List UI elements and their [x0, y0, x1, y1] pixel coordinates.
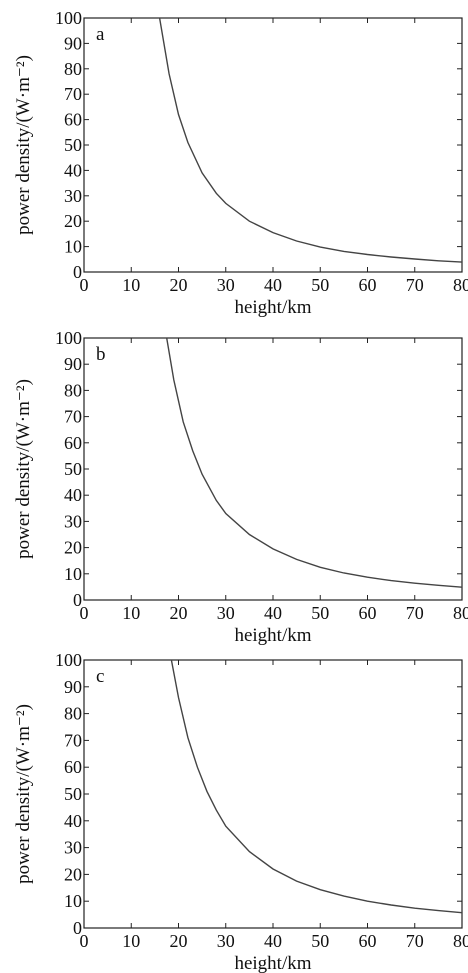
panel-label: c [96, 666, 104, 687]
x-axis-title: height/km [234, 953, 311, 973]
x-axis-title: height/km [234, 297, 311, 318]
y-axis-title: power density/(W·m⁻²) [13, 379, 34, 559]
x-tick-label: 50 [311, 931, 329, 951]
x-tick-label: 0 [80, 931, 89, 951]
x-tick-label: 60 [359, 275, 377, 295]
x-tick-label: 70 [406, 931, 424, 951]
x-tick-label: 30 [217, 275, 235, 295]
x-tick-label: 40 [264, 603, 282, 623]
y-tick-label: 100 [55, 328, 82, 348]
x-tick-label: 10 [122, 603, 140, 623]
x-tick-label: 20 [170, 603, 188, 623]
x-tick-label: 30 [217, 603, 235, 623]
y-tick-label: 80 [64, 59, 82, 79]
x-tick-label: 20 [170, 275, 188, 295]
series-line [166, 338, 462, 588]
y-tick-label: 0 [73, 590, 82, 610]
y-tick-label: 70 [64, 730, 82, 750]
x-tick-label: 50 [311, 603, 329, 623]
chart-panel-c: 0 10 20 30 40 50 60 70 80 90 100 0 10 20 30 40 50 60 70 80 h… [13, 650, 468, 973]
y-tick-label: 0 [73, 918, 82, 938]
x-tick-label: 60 [359, 603, 377, 623]
x-tick-label: 60 [359, 931, 377, 951]
y-tick-label: 100 [55, 650, 82, 670]
y-tick-label: 70 [64, 407, 82, 427]
panel-label: b [96, 344, 106, 365]
y-tick-label: 20 [64, 864, 82, 884]
y-tick-label: 10 [64, 237, 82, 257]
y-tick-label: 10 [64, 891, 82, 911]
y-tick-label: 90 [64, 33, 82, 53]
y-axis-title: power density/(W·m⁻²) [13, 55, 34, 235]
y-tick-label: 60 [64, 433, 82, 453]
y-tick-label: 80 [64, 380, 82, 400]
x-axis-title: height/km [234, 625, 311, 646]
x-tick-label: 0 [80, 275, 89, 295]
y-tick-label: 90 [64, 677, 82, 697]
x-tick-label: 70 [406, 603, 424, 623]
panel-label: a [96, 24, 105, 45]
y-tick-label: 30 [64, 511, 82, 531]
x-tick-label: 10 [122, 275, 140, 295]
x-tick-label: 40 [264, 931, 282, 951]
y-tick-label: 0 [73, 262, 82, 282]
y-tick-label: 20 [64, 211, 82, 231]
x-tick-label: 80 [453, 275, 468, 295]
y-tick-label: 50 [64, 459, 82, 479]
x-tick-label: 70 [406, 275, 424, 295]
y-tick-label: 10 [64, 564, 82, 584]
y-tick-label: 90 [64, 354, 82, 374]
y-tick-label: 30 [64, 186, 82, 206]
x-tick-label: 80 [453, 603, 468, 623]
y-tick-label: 30 [64, 838, 82, 858]
x-tick-label: 10 [122, 931, 140, 951]
plot-frame [83, 17, 463, 273]
y-axis-title: power density/(W·m⁻²) [13, 704, 34, 884]
y-tick-label: 40 [64, 485, 82, 505]
x-tick-label: 0 [80, 603, 89, 623]
chart-panel-b: 0 10 20 30 40 50 60 70 80 90 100 0 10 20 30 40 50 60 70 80 h… [13, 328, 468, 646]
series-line [158, 18, 462, 263]
x-tick-label: 40 [264, 275, 282, 295]
y-tick-label: 50 [64, 135, 82, 155]
y-tick-label: 40 [64, 160, 82, 180]
y-tick-label: 100 [55, 8, 82, 28]
y-tick-label: 50 [64, 784, 82, 804]
chart-panel-a: 0 10 20 30 40 50 60 70 80 90 100 0 10 20 30 40 50 60 70 80 h… [13, 8, 468, 318]
series-line [170, 660, 462, 914]
y-tick-label: 70 [64, 84, 82, 104]
x-tick-label: 80 [453, 931, 468, 951]
y-tick-label: 80 [64, 704, 82, 724]
x-tick-label: 30 [217, 931, 235, 951]
y-tick-label: 60 [64, 757, 82, 777]
plot-frame [83, 659, 463, 929]
x-tick-label: 20 [170, 931, 188, 951]
x-tick-label: 50 [311, 275, 329, 295]
plot-frame [83, 337, 463, 601]
y-tick-label: 20 [64, 538, 82, 558]
y-tick-label: 60 [64, 110, 82, 130]
y-tick-label: 40 [64, 811, 82, 831]
